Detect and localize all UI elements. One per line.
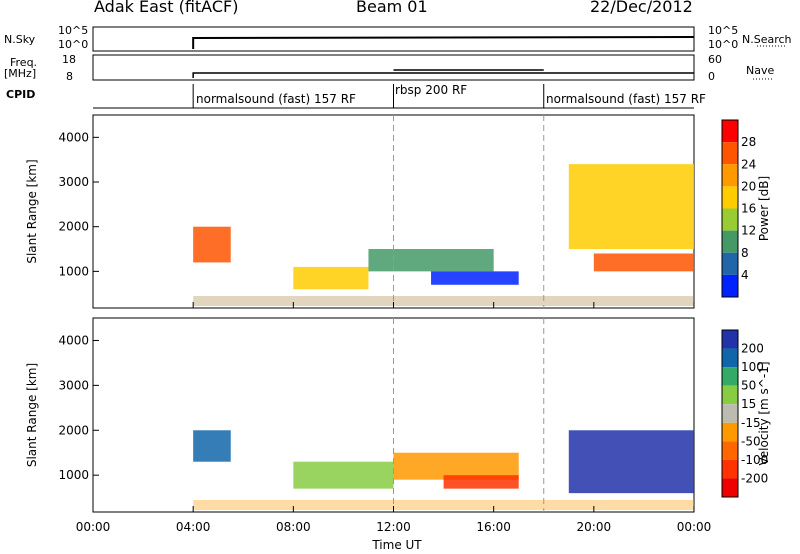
data-region [368,249,494,272]
colorbar-segment [722,330,738,349]
colorbar-segment [722,142,738,165]
colorbar-tick-label: 16 [741,202,756,216]
colorbar-tick-label: 8 [741,246,749,260]
data-region [568,164,694,250]
nsearch-label: N.Search [742,33,792,46]
cpid-segment: rbsp 200 RF [395,83,468,97]
freq-line [192,72,694,78]
chart-title: Adak East (fitACF) [94,0,239,16]
freq-panel [92,54,695,81]
colorbar-tick-label: 50 [741,379,756,393]
colorbar-tick-label: -15 [741,416,761,430]
data-region [293,266,369,290]
colorbar-segment [722,230,738,253]
colorbar-tick-label: 28 [741,135,756,149]
data-region [593,253,694,272]
colorbar-segment [722,459,738,479]
strip-left-tick: 10^5 [58,24,89,37]
y-axis-label: Slant Range [km] [25,159,39,263]
nsky-panel [92,26,695,52]
colorbar-tick-label: 4 [741,268,749,282]
ground-scatter-band [193,500,694,510]
colorbar-frame [721,119,739,298]
x-tick-label: 04:00 [176,520,211,534]
y-tick-label: 3000 [58,378,89,392]
nave-label: Nave [746,64,775,77]
ground-scatter-band [193,296,694,306]
x-axis-label: Time UT [371,538,422,552]
y-axis-label: Slant Range [km] [25,363,39,467]
colorbar-segment [722,164,738,187]
colorbar-segment [722,441,738,460]
colorbar-tick-label: 24 [741,157,756,171]
beam-label: Beam 01 [356,0,428,16]
date-label: 22/Dec/2012 [590,0,693,16]
colorbar-tick-label: -100 [741,453,768,467]
x-tick-label: 16:00 [476,520,511,534]
y-tick-label: 4000 [58,333,89,347]
nsky-line [192,36,695,49]
y-tick-label: 2000 [58,423,89,437]
colorbar-tick-label: 100 [741,360,764,374]
colorbar-segment [722,478,738,497]
colorbar-tick-label: 15 [741,397,756,411]
colorbar-segment [722,367,738,386]
colorbar-label: Power [dB] [757,176,771,241]
data-region [193,226,231,263]
strip-left-tick: 8 [66,70,73,83]
y-tick-label: 3000 [58,175,89,189]
y-tick-label: 1000 [58,264,89,278]
x-tick-label: 00:00 [76,520,111,534]
data-region [443,475,519,489]
colorbar-label: Velocity [m s^-1] [757,361,771,465]
colorbar-segment [722,348,738,368]
freq-label: Freq. [10,56,38,69]
colorbar-segment [722,120,738,143]
colorbar-segment [722,252,738,275]
cpid-segment: normalsound (fast) 157 RF [546,92,706,106]
colorbar-tick-label: -50 [741,434,761,448]
strip-right-tick: 10^5 [708,24,739,37]
colorbar-tick-label: 20 [741,179,756,193]
y-tick-label: 4000 [58,130,89,144]
colorbar-tick-label: 200 [741,342,764,356]
data-region [293,461,394,489]
colorbar-frame [721,329,739,498]
cpid-segment: normalsound (fast) 157 RF [196,92,356,106]
data-region [568,430,694,494]
x-tick-label: 08:00 [276,520,311,534]
colorbar-segment [722,208,738,231]
strip-right-tick: 60 [708,53,722,66]
freq-unit-label: [MHz] [4,67,37,80]
colorbar-segment [722,385,738,405]
strip-right-tick: 10^0 [708,38,739,51]
strip-left-tick: 10^0 [58,38,89,51]
cpid-label: CPID [6,88,36,101]
colorbar-tick-label: -200 [741,471,768,485]
colorbar-segment [722,422,738,442]
colorbar-segment [722,186,738,209]
colorbar-segment [722,404,738,423]
nsky-label: N.Sky [4,33,36,46]
strip-left-tick: 18 [62,53,76,66]
x-tick-label: 00:00 [677,520,712,534]
y-tick-label: 1000 [58,468,89,482]
y-tick-label: 2000 [58,220,89,234]
data-region [431,271,519,285]
colorbar-segment [722,274,738,297]
x-tick-label: 20:00 [577,520,612,534]
strip-right-tick: 0 [708,70,715,83]
data-region [193,430,231,462]
x-tick-label: 12:00 [376,520,411,534]
colorbar-tick-label: 12 [741,224,756,238]
